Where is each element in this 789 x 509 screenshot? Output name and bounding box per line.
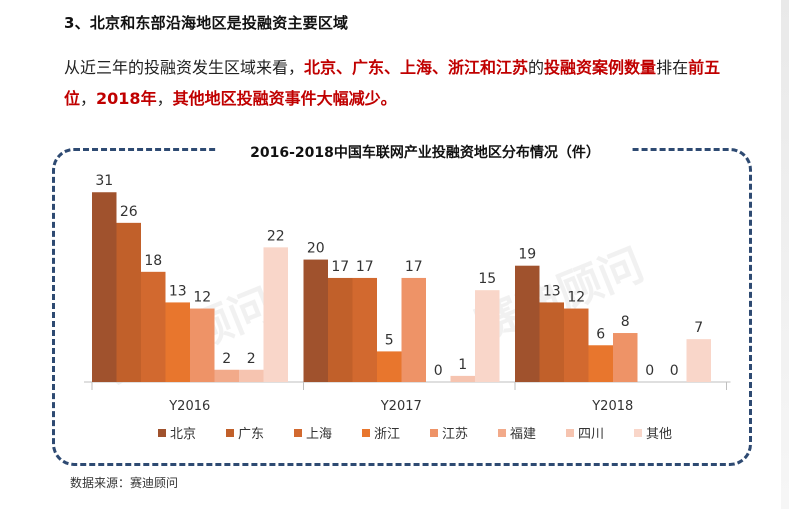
legend-swatch (430, 429, 438, 437)
bar (539, 302, 564, 382)
data-label: 22 (267, 228, 285, 244)
data-label: 17 (331, 259, 349, 275)
data-label: 18 (144, 253, 162, 269)
data-label: 0 (434, 363, 443, 379)
data-label: 2 (222, 351, 231, 367)
bar (328, 277, 353, 382)
data-label: 2 (247, 351, 256, 367)
data-label: 17 (405, 259, 423, 275)
legend-label: 上海 (306, 427, 332, 442)
highlight-text: 北京、广东、上海、浙江和江苏 (304, 58, 529, 77)
bar (686, 339, 711, 382)
section-heading: 3、北京和东部沿海地区是投融资主要区域 (64, 14, 349, 32)
data-label: 20 (307, 241, 325, 257)
bar (190, 308, 215, 382)
bar (450, 375, 475, 382)
data-label: 31 (95, 173, 113, 189)
highlight-text: 其他地区投融资事件大幅减少。 (172, 89, 397, 108)
data-label: 19 (518, 247, 536, 263)
data-label: 13 (543, 283, 561, 299)
legend-label: 浙江 (374, 427, 400, 442)
highlight-text: 投融资案例数量 (544, 58, 657, 77)
data-label: 13 (169, 283, 187, 299)
data-label: 7 (694, 320, 703, 336)
bar (214, 369, 239, 382)
bar (239, 369, 264, 382)
bar (515, 265, 540, 382)
paragraph-text: 的 (528, 58, 545, 77)
data-label: 26 (120, 204, 138, 220)
legend-label: 四川 (578, 427, 604, 442)
legend-label: 广东 (238, 427, 264, 442)
summary-paragraph: 从近三年的投融资发生区域来看，北京、广东、上海、浙江和江苏的投融资案例数量排在前… (64, 52, 744, 114)
x-tick-label: Y2017 (380, 399, 422, 414)
bar (475, 290, 500, 382)
x-tick-label: Y2016 (168, 399, 210, 414)
data-label: 0 (670, 363, 679, 379)
legend-swatch (634, 429, 642, 437)
legend-swatch (158, 429, 166, 437)
chart-title: 2016-2018中国车联网产业投融资地区分布情况（件） (218, 140, 632, 164)
data-label: 15 (478, 271, 496, 287)
data-label: 5 (385, 332, 394, 348)
paragraph-text: 排在 (656, 58, 689, 77)
legend-swatch (566, 429, 574, 437)
data-label: 1 (458, 357, 467, 373)
bar (352, 277, 377, 382)
data-label: 17 (356, 259, 374, 275)
bar (165, 302, 190, 382)
data-label: 12 (567, 290, 585, 306)
bar (303, 259, 328, 382)
paragraph-text: ， (80, 89, 97, 108)
paragraph-text: 从近三年的投融资发生区域来看， (64, 58, 305, 77)
highlight-text: 前五位 (64, 58, 721, 108)
bar (564, 308, 589, 382)
bar (141, 271, 166, 382)
data-label: 8 (621, 314, 630, 330)
bar (263, 247, 288, 382)
data-label: 0 (645, 363, 654, 379)
bar (588, 345, 613, 382)
legend-label: 福建 (510, 427, 536, 442)
legend-label: 江苏 (442, 426, 468, 442)
bar (116, 222, 141, 382)
highlight-text: 2018年 (96, 89, 157, 108)
bar (377, 351, 402, 382)
data-label: 6 (596, 326, 605, 342)
data-source-note: 数据来源：赛迪顾问 (70, 476, 179, 490)
legend-swatch (362, 429, 370, 437)
data-label: 12 (193, 290, 211, 306)
bar (401, 277, 426, 382)
paragraph-text: ， (156, 89, 173, 108)
legend-swatch (226, 429, 234, 437)
bar (613, 333, 638, 382)
legend-swatch (498, 429, 506, 437)
x-tick-label: Y2018 (591, 399, 633, 414)
legend-swatch (294, 429, 302, 437)
bar (92, 192, 117, 382)
legend-label: 其他 (646, 427, 672, 442)
legend-label: 北京 (170, 427, 196, 442)
decorative-side-bar (781, 0, 789, 509)
